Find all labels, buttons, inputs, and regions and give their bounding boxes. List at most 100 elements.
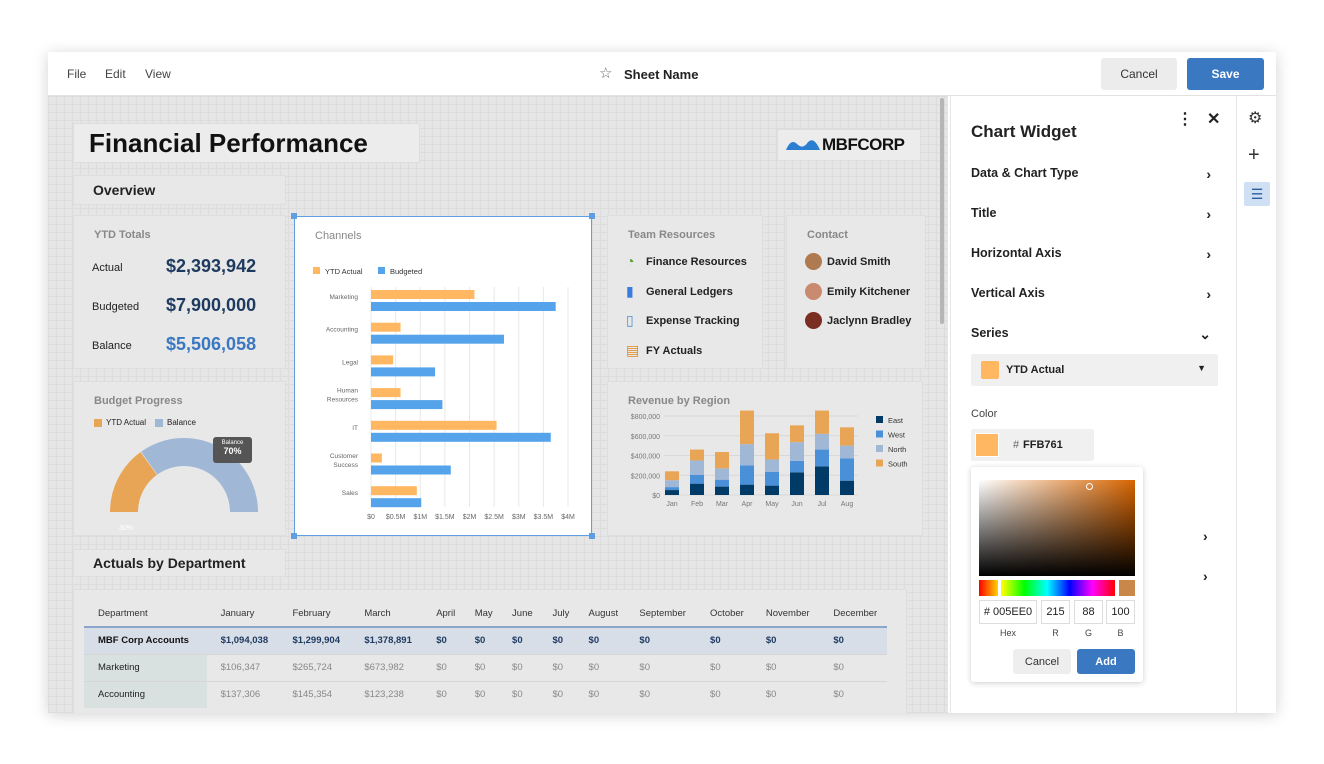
resize-handle[interactable]: [589, 213, 595, 219]
save-button[interactable]: Save: [1187, 58, 1264, 90]
card-title: Budget Progress: [94, 395, 183, 407]
menu-file[interactable]: File: [67, 67, 87, 81]
bar: [371, 367, 436, 377]
series-color-swatch: [981, 361, 999, 379]
section-vertical-axis[interactable]: Vertical Axis ›: [971, 286, 1211, 302]
logo-mark-icon: [786, 140, 820, 150]
table-cell: $0: [552, 662, 564, 673]
bar-segment: [715, 452, 729, 469]
plus-icon[interactable]: +: [1248, 144, 1260, 166]
resize-handle[interactable]: [589, 533, 595, 539]
resource-link[interactable]: ▮ General Ledgers: [624, 283, 759, 303]
picker-add-button[interactable]: Add: [1077, 649, 1135, 674]
column-header[interactable]: November: [765, 607, 810, 619]
column-header[interactable]: October: [710, 607, 744, 619]
section-label: Series: [971, 326, 1009, 340]
x-tick-label: $3.5M: [534, 514, 554, 521]
channels-chart-widget[interactable]: Channels $0 $0.5M $1M $1.5M $2M $2.5M $3M $3.5M…: [291, 213, 595, 539]
section-data-chart-type[interactable]: Data & Chart Type ›: [971, 166, 1211, 182]
sheet-name[interactable]: Sheet Name: [624, 67, 699, 82]
g-input[interactable]: 88: [1074, 600, 1103, 624]
column-header[interactable]: July: [552, 607, 570, 619]
section-label: Vertical Axis: [971, 286, 1045, 300]
bar-segment: [790, 425, 804, 443]
more-options-icon[interactable]: ⋮: [1177, 111, 1193, 128]
hue-handle[interactable]: [998, 580, 1001, 596]
star-icon[interactable]: ☆: [599, 65, 613, 82]
card-title: Team Resources: [628, 229, 716, 241]
b-input[interactable]: 100: [1106, 600, 1135, 624]
column-header[interactable]: February: [292, 607, 331, 619]
contact-item[interactable]: Emily Kitchener: [805, 282, 925, 303]
color-preview: [1119, 580, 1135, 596]
cancel-button[interactable]: Cancel: [1101, 58, 1177, 90]
menu-view[interactable]: View: [145, 67, 171, 81]
hex-input[interactable]: # 005EE0: [979, 600, 1037, 624]
bar-segment: [690, 449, 704, 461]
category-label: Customer: [330, 453, 359, 460]
legend-label: East: [888, 416, 904, 425]
bar: [371, 322, 401, 332]
picker-cancel-button[interactable]: Cancel: [1013, 649, 1071, 674]
section-series[interactable]: Series ⌄: [971, 326, 1211, 342]
resize-handle[interactable]: [291, 533, 297, 539]
column-header[interactable]: Department: [98, 607, 148, 619]
r-input[interactable]: 215: [1041, 600, 1070, 624]
actuals-table-card: Department January February March April May Ju…: [74, 590, 906, 713]
legend-label: YTD Actual: [106, 418, 147, 427]
close-icon[interactable]: ✕: [1207, 111, 1221, 128]
actuals-title: Actuals by Department: [93, 555, 246, 571]
chevron-right-icon[interactable]: ›: [1203, 528, 1208, 544]
column-header[interactable]: June: [512, 607, 533, 619]
column-header[interactable]: September: [639, 607, 686, 619]
gear-icon[interactable]: ⚙: [1248, 110, 1263, 127]
color-field[interactable]: # FFB761: [971, 429, 1094, 461]
color-swatch[interactable]: [975, 433, 999, 457]
hue-slider[interactable]: [979, 580, 1115, 596]
section-title[interactable]: Title ›: [971, 206, 1211, 222]
category-label: Sales: [342, 490, 359, 497]
top-bar: File Edit View ☆ Sheet Name Cancel Save: [48, 52, 1276, 96]
bar-segment: [690, 483, 704, 495]
resource-link[interactable]: ▤ FY Actuals: [624, 342, 759, 362]
table-cell: $0: [588, 635, 600, 647]
vertical-scrollbar[interactable]: [940, 98, 944, 324]
channels-chart: $0 $0.5M $1M $1.5M $2M $2.5M $3M $3.5M $4M YTD Ac…: [313, 267, 575, 521]
x-tick-label: $0: [367, 514, 375, 521]
column-header[interactable]: March: [364, 607, 391, 619]
column-header[interactable]: December: [833, 607, 878, 619]
contact-name: Jaclynn Bradley: [827, 315, 912, 327]
series-select[interactable]: YTD Actual ▼: [971, 354, 1218, 386]
table-cell: $0: [710, 635, 721, 647]
table-cell: $0: [436, 689, 447, 701]
section-horizontal-axis[interactable]: Horizontal Axis ›: [971, 246, 1211, 262]
table-row[interactable]: Marketing $106,347 $265,724 $673,982 $0 $0 $0 $…: [84, 654, 887, 681]
contact-name: Emily Kitchener: [827, 285, 911, 298]
table-cell: $0: [588, 689, 600, 701]
bar-segment: [740, 484, 754, 495]
series-select-value: YTD Actual: [1006, 364, 1065, 376]
column-header[interactable]: April: [436, 607, 456, 619]
chevron-right-icon[interactable]: ›: [1203, 568, 1208, 584]
column-header[interactable]: January: [220, 607, 255, 619]
resource-link[interactable]: ◔ Finance Resources: [624, 253, 759, 273]
saturation-area[interactable]: [979, 480, 1135, 576]
r-label: R: [1052, 628, 1059, 638]
contact-item[interactable]: David Smith: [805, 253, 925, 273]
column-header[interactable]: May: [474, 607, 493, 619]
resize-handle[interactable]: [291, 213, 297, 219]
saturation-handle[interactable]: [1086, 483, 1093, 490]
sliders-icon[interactable]: ☰: [1244, 182, 1270, 206]
contact-item[interactable]: Jaclynn Bradley: [805, 312, 925, 332]
table-row[interactable]: MBF Corp Accounts $1,094,038 $1,299,904 $1,…: [84, 627, 887, 654]
title-card: Financial Performance: [74, 124, 419, 162]
card-title: YTD Totals: [94, 229, 151, 241]
legend-label: Budgeted: [390, 267, 422, 276]
table-row[interactable]: Accounting $137,306 $145,354 $123,238 $0 $0 $0…: [84, 681, 887, 708]
menu-edit[interactable]: Edit: [105, 67, 126, 81]
table-cell: $123,238: [364, 689, 404, 701]
color-picker-popover: # 005EE0 215 88 100 Hex R G B Cancel Add: [971, 467, 1143, 682]
resource-link[interactable]: ▯ Expense Tracking: [624, 312, 759, 332]
legend-swatch: [94, 419, 102, 427]
column-header[interactable]: August: [588, 607, 619, 619]
